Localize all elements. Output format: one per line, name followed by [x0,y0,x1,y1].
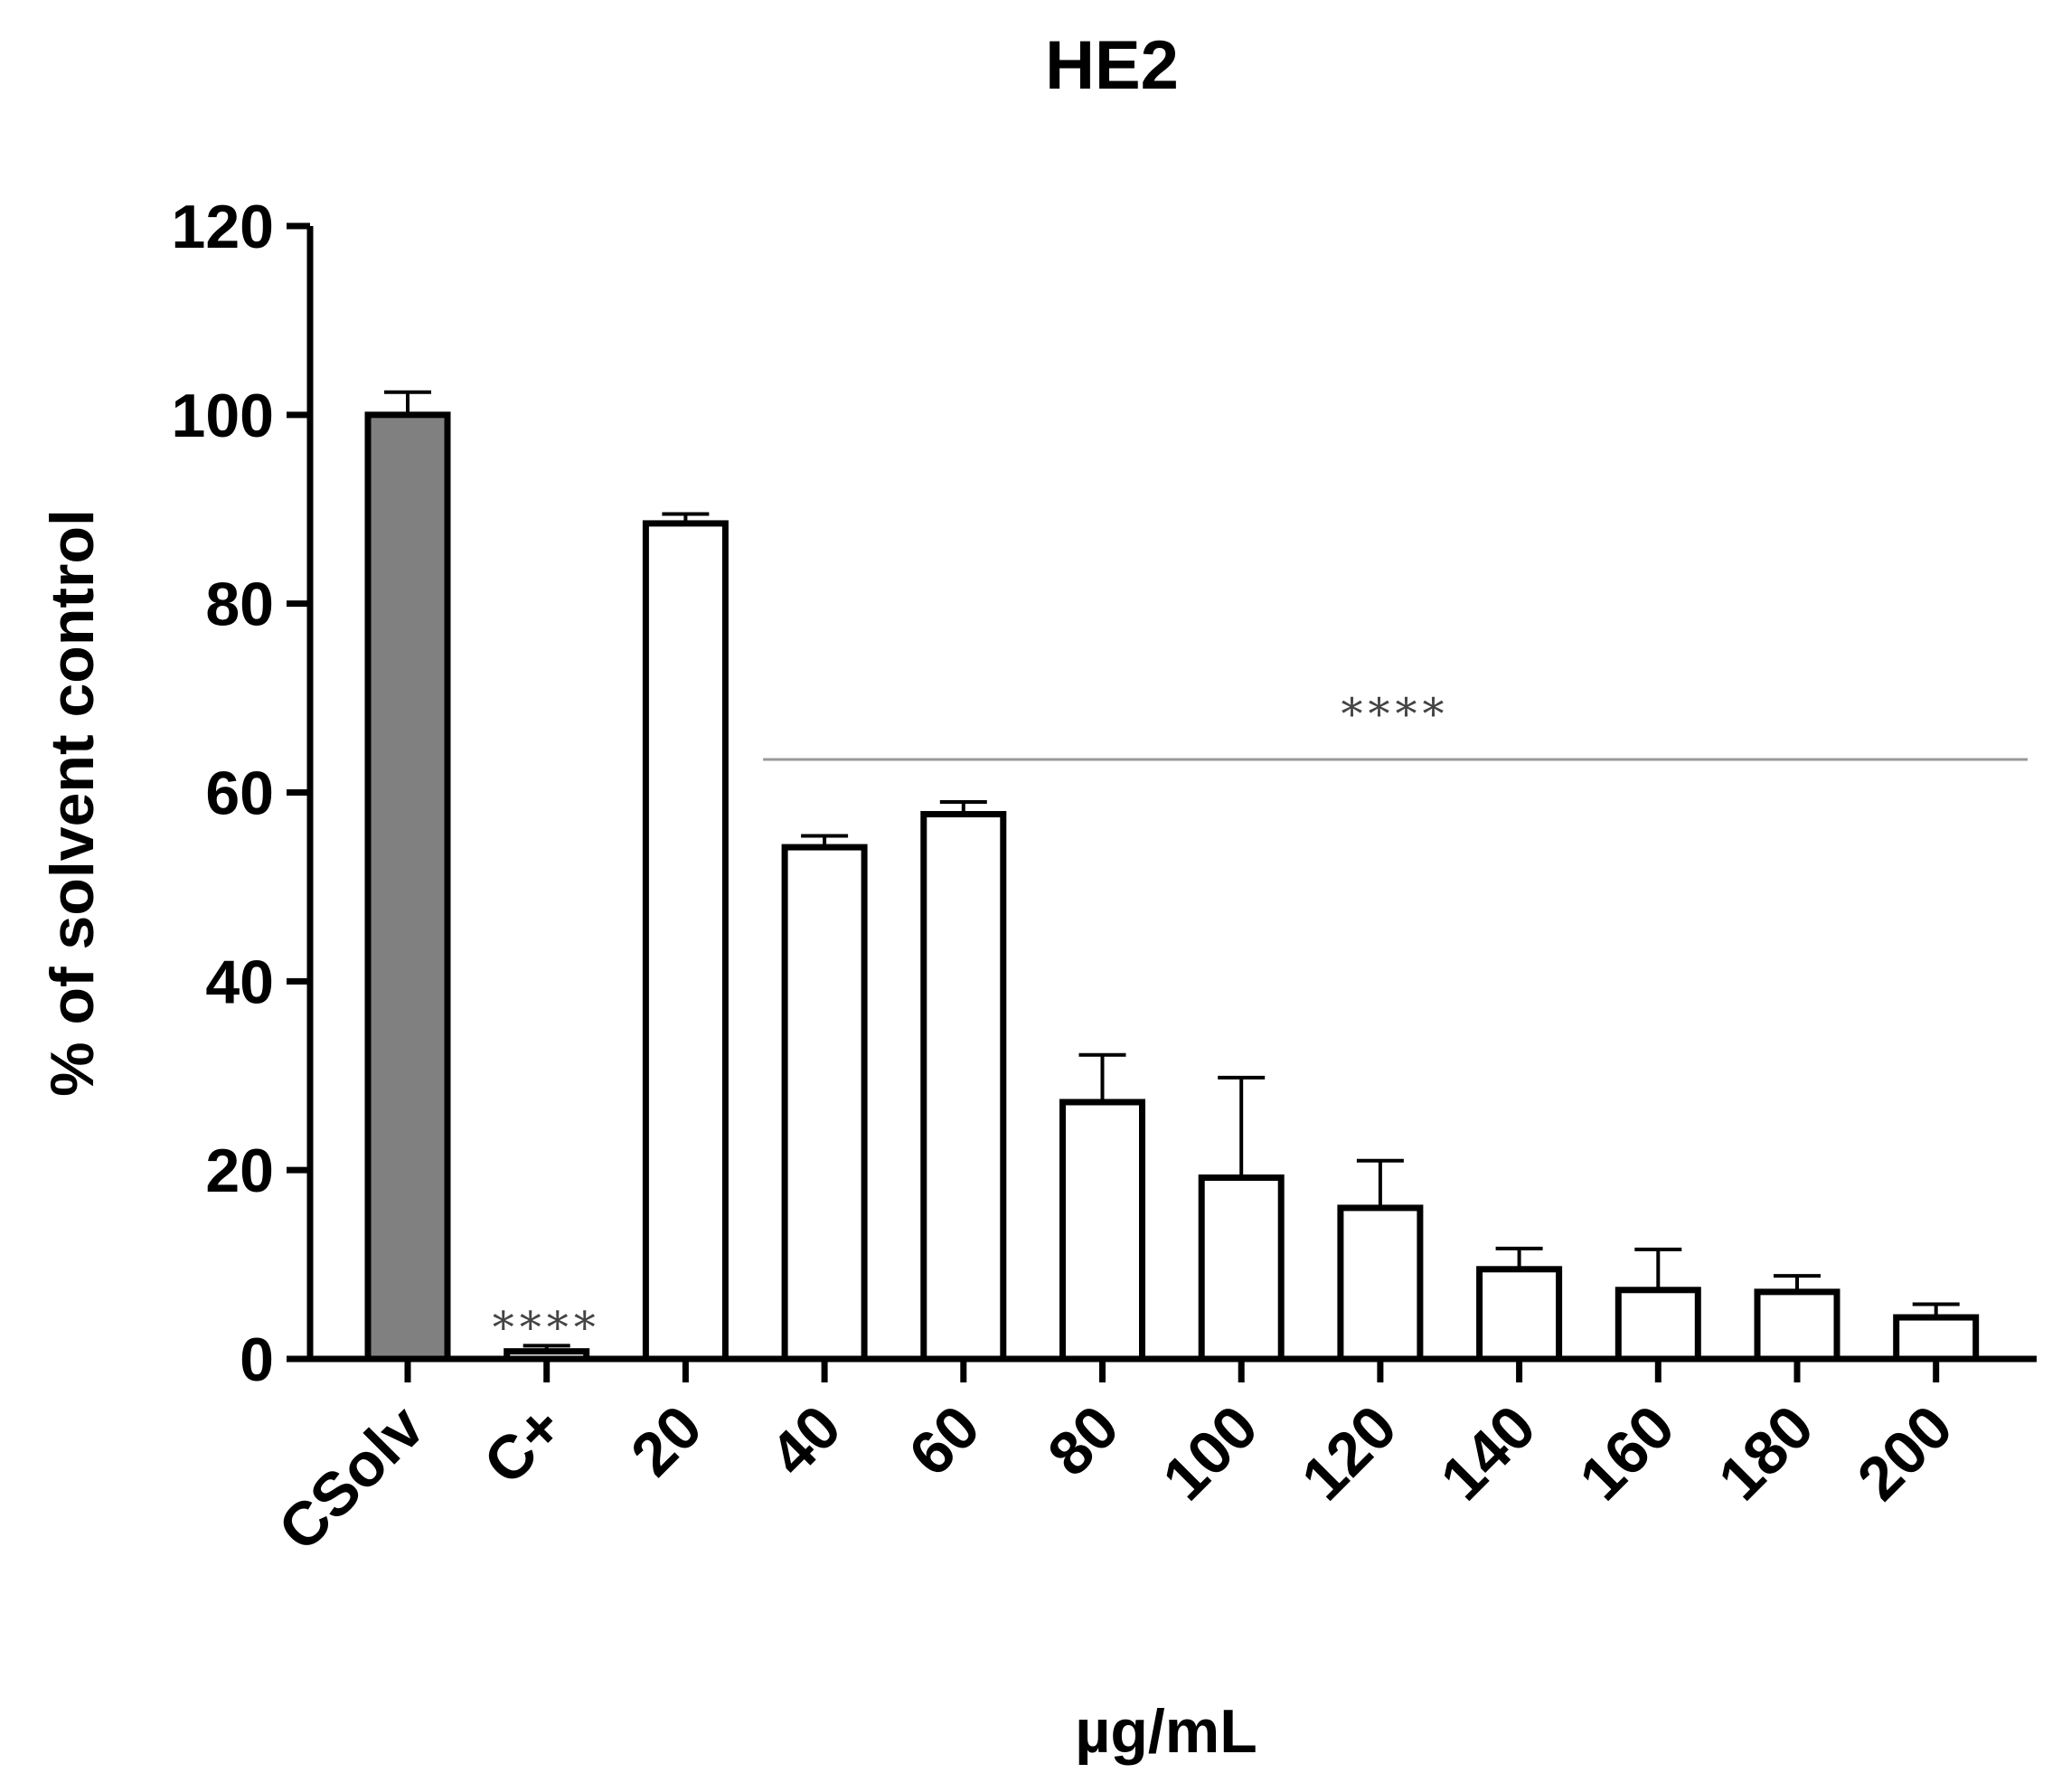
bar-200 [1893,1314,1980,1363]
bar-20 [642,520,729,1363]
significance-annotations: **** **** [493,689,2028,1353]
bar-60 [920,811,1007,1363]
y-tick-label: 60 [205,759,274,828]
y-tick-label: 40 [205,948,274,1016]
x-tick-label: 140 [1427,1392,1549,1514]
x-tick-label: 40 [757,1392,853,1489]
bar-140 [1476,1266,1563,1363]
significance-label: **** [493,1302,601,1353]
y-tick-label: 80 [205,571,274,639]
bars [364,411,1980,1363]
significance-label: **** [1341,689,1450,740]
x-tick-label: 120 [1289,1392,1410,1514]
chart-title: HE2 [1045,27,1179,104]
y-tick-label: 0 [240,1325,274,1394]
x-tick-label: 200 [1844,1392,1965,1514]
bar-160 [1614,1287,1701,1363]
bar-180 [1754,1288,1840,1363]
axes [306,226,2037,1363]
y-tick-label: 100 [172,382,274,450]
x-tick-label: 160 [1567,1392,1688,1514]
x-tick-label: 180 [1706,1392,1827,1514]
bar-40 [781,844,868,1363]
error-bars [384,390,1960,1352]
y-axis-ticks: 0 20 40 60 80 100 120 [172,193,310,1394]
x-tick-label: C+ [471,1392,577,1498]
x-tick-label: CSolv [266,1392,438,1564]
y-tick-label: 20 [205,1137,274,1205]
y-tick-label: 120 [172,193,274,261]
x-tick-label: 80 [1035,1392,1132,1489]
bar-csolv [364,411,451,1363]
bar-120 [1337,1204,1424,1363]
x-axis-label: µg/mL [1075,1697,1257,1766]
x-tick-label: 60 [896,1392,993,1489]
x-tick-label: 20 [618,1392,715,1489]
x-axis-ticks: CSolv C+ 20 40 60 80 100 120 140 160 180 200 [266,1359,1965,1564]
x-tick-label: 100 [1150,1392,1271,1514]
y-axis-label: % of solvent control [38,509,107,1097]
bar-80 [1059,1099,1145,1363]
bar-100 [1198,1174,1285,1363]
